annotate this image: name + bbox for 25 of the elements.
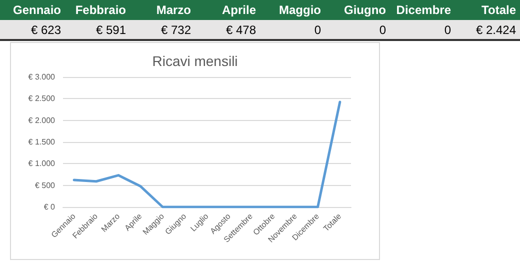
y-tick-label: € 3.000 <box>28 72 56 82</box>
category-label: Febbraio <box>65 0 130 20</box>
category-label: Aprile <box>195 0 260 20</box>
text: € 2.424 <box>455 20 520 40</box>
y-tick-label: € 2.500 <box>28 94 56 104</box>
chart-title: Ricavi mensili <box>152 53 238 69</box>
y-tick-label: € 1.000 <box>28 159 56 168</box>
category-label: Dicembre <box>390 0 455 20</box>
line-series <box>72 100 342 208</box>
category-label: Totale <box>455 0 520 20</box>
text: € 478 <box>195 20 260 40</box>
y-tick-label: € 500 <box>34 180 56 190</box>
text: 0 <box>390 20 455 40</box>
y-tick-label: € 2.000 <box>28 116 56 125</box>
text: € 732 <box>130 20 195 40</box>
text: € 591 <box>65 20 130 40</box>
y-tick-label: € 1.500 <box>28 138 56 146</box>
category-label: Gennaio <box>0 0 65 20</box>
text: 0 <box>260 20 325 40</box>
y-tick-label: € 0 <box>44 202 56 212</box>
category-label: Giugno <box>325 0 390 20</box>
category-label: Maggio <box>260 0 325 20</box>
category-label: Marzo <box>130 0 195 20</box>
text: € 623 <box>0 20 65 40</box>
text: 0 <box>325 20 390 40</box>
